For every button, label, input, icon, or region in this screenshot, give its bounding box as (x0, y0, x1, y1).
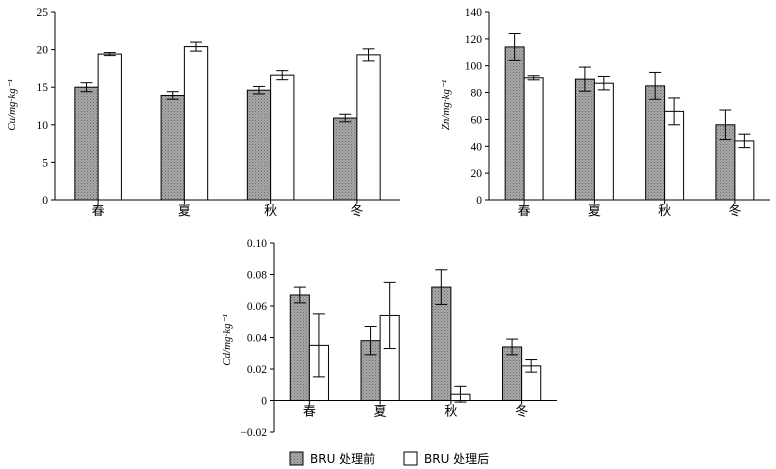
bar-after (356, 54, 381, 201)
bar-before (289, 294, 310, 402)
bar-before (160, 94, 185, 201)
y-tick-label: 0.04 (247, 333, 267, 345)
x-tick-label: 春 (92, 204, 105, 219)
bar-after (734, 140, 755, 201)
legend-label-before: BRU 处理前 (310, 451, 375, 466)
y-tick-label: 0 (476, 195, 482, 207)
x-tick-label: 冬 (350, 203, 363, 219)
y-tick-label: 120 (465, 34, 483, 46)
x-tick-label: 冬 (515, 404, 528, 420)
y-axis-title: Zn/mg·kg⁻¹ (440, 80, 452, 130)
x-tick-label: 夏 (374, 405, 387, 420)
y-axis-title: Cu/mg·kg⁻¹ (6, 79, 18, 131)
y-tick-label: 0 (261, 396, 267, 408)
y-tick-label: 15 (37, 82, 49, 94)
bar-after (97, 53, 122, 201)
bar-before (504, 46, 525, 201)
y-tick-label: 60 (471, 114, 483, 126)
bar-after (183, 46, 209, 201)
y-tick-label: 100 (465, 61, 483, 73)
y-tick-label: 5 (42, 157, 48, 169)
legend-label-after: BRU 处理后 (424, 452, 489, 466)
y-tick-label: 10 (37, 120, 49, 132)
y-tick-label: 20 (471, 168, 483, 180)
x-tick-label: 冬 (728, 203, 741, 219)
x-tick-label: 秋 (444, 405, 457, 420)
bar-before (645, 85, 666, 201)
y-tick-label: 0.10 (247, 238, 267, 250)
y-tick-label: 0.06 (247, 301, 267, 313)
y-tick-label: 0.02 (247, 364, 267, 376)
legend-swatch-before (289, 451, 304, 466)
bar-after (270, 74, 295, 201)
x-tick-label: 夏 (178, 204, 191, 219)
bar-before (74, 86, 99, 201)
y-axis-title: Cd/mg·kg⁻¹ (221, 314, 233, 366)
bar-before (333, 117, 358, 201)
bar-before (574, 78, 595, 201)
y-tick-label: 140 (465, 7, 483, 19)
y-tick-label: 0.08 (247, 270, 267, 282)
legend-swatch-after (403, 451, 418, 466)
bar-after (523, 77, 544, 201)
y-tick-label: 0 (42, 195, 48, 207)
x-tick-label: 春 (303, 405, 316, 420)
legend: BRU 处理前 BRU 处理后 (289, 451, 489, 466)
x-tick-label: 夏 (588, 204, 601, 219)
bar-before (246, 89, 272, 201)
y-tick-label: 40 (471, 141, 483, 153)
x-tick-label: 秋 (658, 204, 671, 219)
y-tick-label: −0.02 (240, 427, 267, 439)
bar-after (593, 82, 614, 201)
chart-1: 0 5 10 15 20 25 Cu/mg·kg⁻¹ 春 夏 秋 冬 (6, 7, 400, 219)
x-tick-label: 秋 (264, 204, 277, 219)
chart-3: −0.02 0 0.02 0.04 0.06 0.08 0.10 Cd/mg·kg⁻¹ 春 夏 秋 冬 (221, 238, 557, 439)
y-tick-label: 80 (471, 88, 483, 100)
chart-2: 0 20 40 60 80 100 120 140 Zn/mg·kg⁻¹ 春 夏 秋 冬 (440, 7, 770, 219)
y-tick-label: 25 (37, 7, 49, 19)
y-tick-label: 20 (37, 45, 49, 57)
x-tick-label: 春 (518, 204, 531, 219)
